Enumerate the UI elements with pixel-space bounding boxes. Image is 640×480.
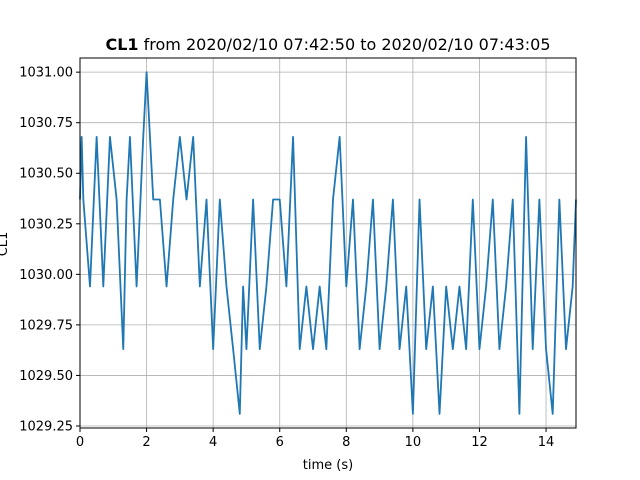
y-tick-label: 1030.50: [19, 167, 73, 182]
plot-frame: [79, 57, 577, 429]
y-axis-label: CL1: [0, 232, 11, 257]
x-tick-label: 8: [342, 435, 350, 450]
y-tick-label: 1031.00: [19, 66, 73, 81]
chart-title-rest: from 2020/02/10 07:42:50 to 2020/02/10 0…: [139, 35, 551, 54]
x-axis-label: time (s): [303, 458, 353, 473]
y-tick-label: 1030.75: [19, 116, 73, 131]
x-tick-label: 12: [471, 435, 488, 450]
y-tick-label: 1029.75: [19, 318, 73, 333]
series-layer: [79, 71, 577, 415]
x-tick-label: 6: [276, 435, 284, 450]
series-line: [79, 71, 577, 415]
chart-title: CL1 from 2020/02/10 07:42:50 to 2020/02/…: [105, 35, 550, 54]
y-tick-label: 1030.25: [19, 217, 73, 232]
y-tick-label: 1029.50: [19, 369, 73, 384]
x-tick-label: 4: [209, 435, 217, 450]
y-tick-label: 1030.00: [19, 268, 73, 283]
x-tick-label: 14: [538, 435, 555, 450]
y-tick-label: 1029.25: [19, 419, 73, 434]
chart-title-bold: CL1: [105, 35, 138, 54]
x-tick-label: 2: [142, 435, 150, 450]
x-tick-label: 10: [405, 435, 422, 450]
x-tick-label: 0: [76, 435, 84, 450]
ticks: 0 2 4 6 8 10 12 14 1029.25 1029.50 1029.75 1030.00 1…: [19, 66, 554, 450]
